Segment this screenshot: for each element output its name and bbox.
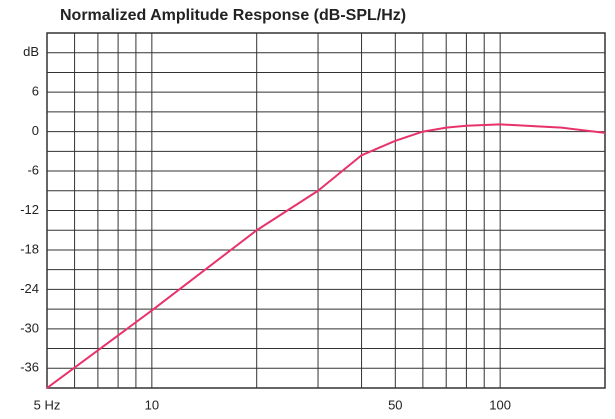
y-tick-label: 6 (32, 84, 39, 99)
y-tick-label: -6 (27, 162, 39, 177)
x-tick-label: 50 (388, 397, 402, 412)
y-tick-label: -36 (20, 360, 39, 375)
x-tick-label: 5 Hz (34, 397, 61, 412)
chart-title: Normalized Amplitude Response (dB-SPL/Hz… (60, 7, 406, 24)
series-line (46, 123, 606, 389)
y-tick-label: -30 (20, 320, 39, 335)
y-tick-label: -12 (20, 202, 39, 217)
x-tick-label: 100 (489, 397, 511, 412)
y-tick-label: dB (23, 44, 39, 59)
y-tick-label: 0 (32, 123, 39, 138)
x-tick-label: 10 (145, 397, 159, 412)
y-tick-label: -18 (20, 241, 39, 256)
y-tick-label: -24 (20, 281, 39, 296)
